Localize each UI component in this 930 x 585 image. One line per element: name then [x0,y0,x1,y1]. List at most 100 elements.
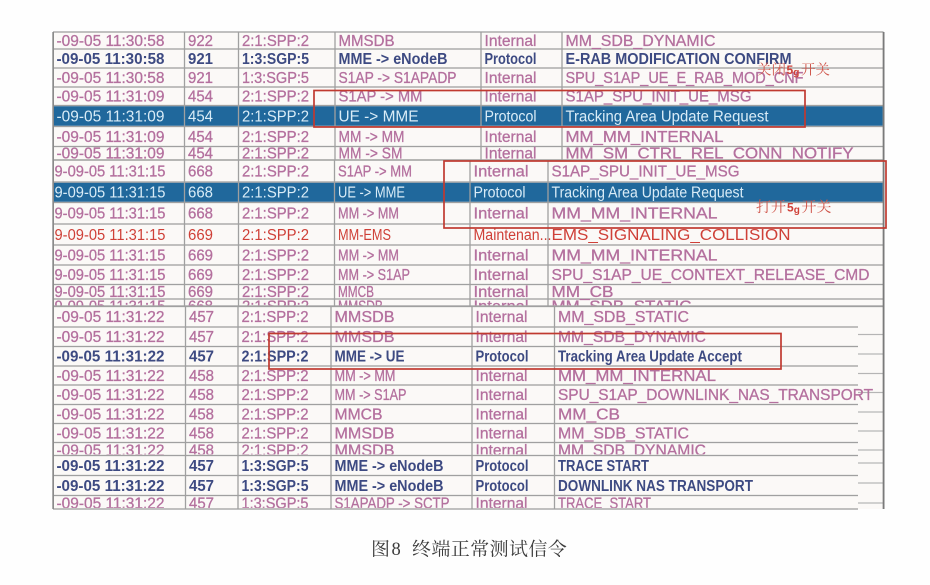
svg-text:MMSDB: MMSDB [335,309,395,326]
svg-text:S1AP_SPU_INIT_UE_MSG: S1AP_SPU_INIT_UE_MSG [566,89,752,106]
svg-text:Protocol: Protocol [485,51,537,68]
svg-text:TRACE_START: TRACE_START [558,496,651,513]
svg-text:MM_SDB_DYNAMIC: MM_SDB_DYNAMIC [566,33,716,50]
svg-text:9-09-05 11:31:15: 9-09-05 11:31:15 [55,284,166,301]
svg-text:457: 457 [189,309,214,326]
svg-text:2:1:SPP:2: 2:1:SPP:2 [242,185,309,202]
svg-text:668: 668 [188,185,213,202]
svg-text:2:1:SPP:2: 2:1:SPP:2 [242,89,309,106]
svg-text:8: 8 [392,540,401,560]
svg-text:Internal: Internal [474,163,529,180]
svg-text:457: 457 [189,349,214,366]
svg-text:MME -> eNodeB: MME -> eNodeB [335,458,444,475]
svg-text:Internal: Internal [474,247,529,264]
svg-text:MM_SDB_DYNAMIC: MM_SDB_DYNAMIC [558,329,706,346]
svg-text:SPU_S1AP_DOWNLINK_NAS_TRANSPOR: SPU_S1AP_DOWNLINK_NAS_TRANSPORT [558,387,873,404]
svg-text:-09-05 11:31:09: -09-05 11:31:09 [57,129,165,146]
svg-text:922: 922 [188,33,213,50]
svg-text:MM -> SM: MM -> SM [339,146,403,163]
svg-text:-09-05 11:31:22: -09-05 11:31:22 [57,443,165,460]
svg-text:2:1:SPP:2: 2:1:SPP:2 [242,129,309,146]
svg-text:454: 454 [188,108,213,125]
svg-text:MM -> S1AP: MM -> S1AP [335,387,407,404]
svg-text:454: 454 [188,146,213,163]
svg-text:Internal: Internal [476,496,528,513]
svg-text:1:3:SGP:5: 1:3:SGP:5 [242,478,309,495]
svg-text:SPU_S1AP_UE_E_RAB_MOD_CNF: SPU_S1AP_UE_E_RAB_MOD_CNF [566,70,804,87]
svg-text:9-09-05 11:31:15: 9-09-05 11:31:15 [55,185,166,202]
svg-text:2:1:SPP:2: 2:1:SPP:2 [242,206,309,223]
svg-text:MM -> MM: MM -> MM [338,206,399,223]
svg-text:Internal: Internal [474,206,529,223]
svg-text:MMSDB: MMSDB [335,329,395,346]
svg-text:668: 668 [188,299,213,316]
svg-text:5g: 5g [787,201,800,217]
svg-text:MMCB: MMCB [335,406,383,423]
svg-text:2:1:SPP:2: 2:1:SPP:2 [242,329,309,346]
svg-text:S1AP -> MM: S1AP -> MM [339,89,423,106]
svg-text:TRACE START: TRACE START [558,458,650,475]
svg-text:Internal: Internal [474,299,529,316]
svg-text:MM_CB: MM_CB [552,284,614,301]
svg-text:Internal: Internal [476,387,528,404]
svg-text:458: 458 [189,406,214,423]
svg-text:-09-05 11:31:09: -09-05 11:31:09 [57,108,165,125]
svg-text:1:3:SGP:5: 1:3:SGP:5 [242,70,309,87]
svg-text:S1AP -> MM: S1AP -> MM [338,163,412,180]
svg-text:9-09-05 11:31:15: 9-09-05 11:31:15 [55,227,166,244]
svg-text:2:1:SPP:2: 2:1:SPP:2 [242,349,309,366]
svg-text:S1APADP -> SCTP: S1APADP -> SCTP [335,496,450,513]
svg-text:669: 669 [188,227,213,244]
svg-text:668: 668 [188,163,213,180]
svg-text:457: 457 [189,329,214,346]
svg-text:MM_SDB_DYNAMIC: MM_SDB_DYNAMIC [558,443,706,460]
svg-text:MM_SDB_STATIC: MM_SDB_STATIC [552,299,692,316]
svg-text:Internal: Internal [485,89,537,106]
svg-text:Internal: Internal [476,368,528,385]
svg-text:DOWNLINK NAS TRANSPORT: DOWNLINK NAS TRANSPORT [558,478,754,495]
svg-text:UE -> MME: UE -> MME [339,108,419,125]
svg-text:MMSDB: MMSDB [339,33,395,50]
svg-text:MME -> UE: MME -> UE [335,349,405,366]
svg-text:Internal: Internal [485,33,537,50]
svg-text:669: 669 [188,267,213,284]
svg-text:-09-05 11:31:22: -09-05 11:31:22 [57,425,165,442]
svg-text:668: 668 [188,206,213,223]
svg-text:-09-05 11:31:09: -09-05 11:31:09 [57,146,165,163]
svg-text:Internal: Internal [474,284,529,301]
svg-text:2:1:SPP:2: 2:1:SPP:2 [242,247,309,264]
svg-text:457: 457 [189,496,214,513]
svg-text:Tracking Area Update Request: Tracking Area Update Request [566,108,770,125]
svg-text:-09-05 11:31:22: -09-05 11:31:22 [57,496,165,513]
svg-text:-09-05 11:31:22: -09-05 11:31:22 [57,406,165,423]
svg-text:9-09-05 11:31:15: 9-09-05 11:31:15 [55,206,166,223]
svg-text:MMSDB: MMSDB [335,425,395,442]
svg-text:921: 921 [188,51,213,68]
svg-text:-09-05 11:31:09: -09-05 11:31:09 [57,89,165,106]
svg-text:Protocol: Protocol [476,478,529,495]
svg-text:Protocol: Protocol [474,185,526,202]
svg-text:454: 454 [188,129,213,146]
svg-text:MME -> eNodeB: MME -> eNodeB [335,478,444,495]
svg-text:454: 454 [188,89,213,106]
svg-text:2:1:SPP:2: 2:1:SPP:2 [242,309,309,326]
svg-text:Internal: Internal [476,406,528,423]
svg-text:-09-05 11:30:58: -09-05 11:30:58 [57,70,165,87]
svg-text:1:3:SGP:5: 1:3:SGP:5 [242,458,309,475]
svg-text:5g: 5g [787,63,800,79]
svg-text:SPU_S1AP_UE_CONTEXT_RELEASE_CM: SPU_S1AP_UE_CONTEXT_RELEASE_CMD [552,267,870,284]
svg-text:-09-05 11:31:22: -09-05 11:31:22 [57,309,165,326]
svg-text:MM_MM_INTERNAL: MM_MM_INTERNAL [552,247,718,264]
svg-text:921: 921 [188,70,213,87]
svg-text:2:1:SPP:2: 2:1:SPP:2 [242,267,309,284]
svg-text:Internal: Internal [474,267,529,284]
svg-text:Internal: Internal [485,129,537,146]
svg-text:UE -> MME: UE -> MME [338,185,405,202]
svg-text:1:3:SGP:5: 1:3:SGP:5 [242,51,309,68]
svg-text:S1AP -> S1APADP: S1AP -> S1APADP [339,70,457,87]
svg-text:-09-05 11:31:22: -09-05 11:31:22 [57,368,165,385]
svg-text:MMSDB: MMSDB [335,443,395,460]
svg-text:Internal: Internal [476,329,528,346]
svg-text:MME -> eNodeB: MME -> eNodeB [339,51,448,68]
svg-text:458: 458 [189,425,214,442]
